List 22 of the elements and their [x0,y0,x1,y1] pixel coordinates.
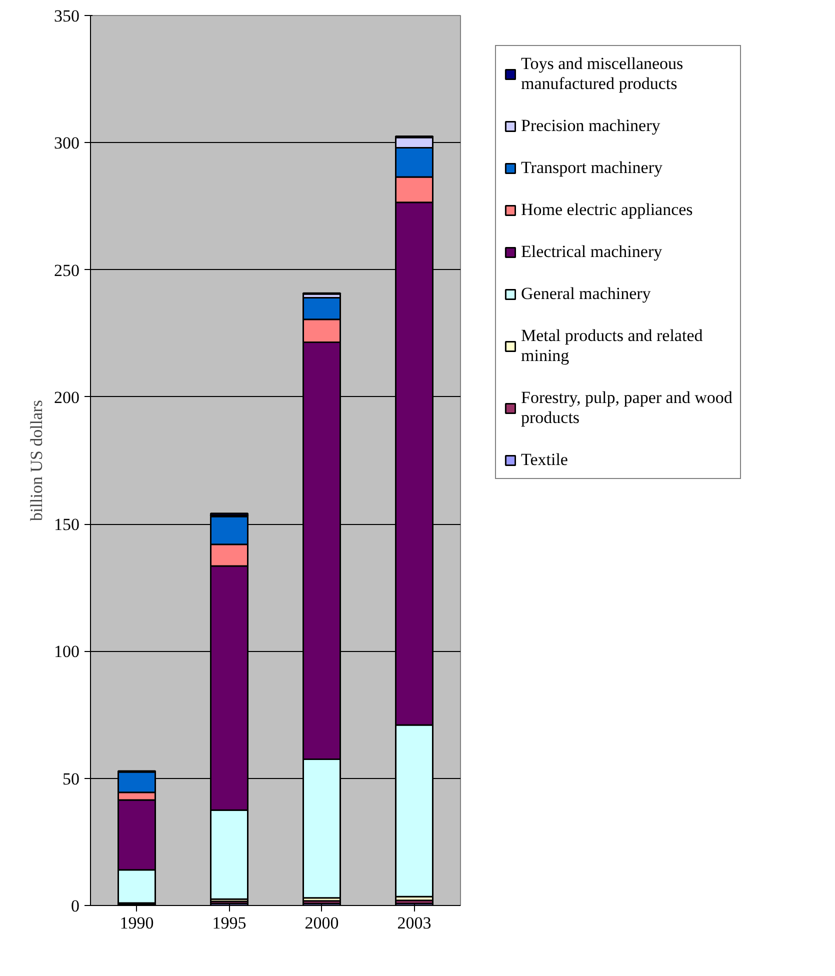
y-tick-label: 150 [54,515,80,534]
x-tick-label: 2003 [397,914,432,932]
legend-label: Precision machinery [521,116,660,136]
legend-label: Transport machinery [521,158,662,178]
legend-label: Forestry, pulp, paper and wood products [521,388,732,428]
x-tick-label: 2000 [304,914,339,932]
y-tick-label: 250 [54,260,80,280]
y-tick-label: 100 [54,642,80,662]
y-tick-label: 0 [71,896,80,916]
legend-label: Electrical machinery [521,242,662,262]
y-tick-label: 50 [62,769,80,788]
y-tick-label: 200 [54,388,80,407]
y-axis-title: billion US dollars [27,400,46,521]
legend-label: Textile [521,450,568,470]
legend-label: General machinery [521,284,651,304]
y-tick-label: 350 [54,6,80,26]
x-tick-label: 1995 [212,914,246,932]
x-tick-label: 1990 [120,914,154,932]
y-tick-label: 300 [54,134,80,153]
legend-label: Metal products and related mining [521,326,703,366]
legend-label: Home electric appliances [521,200,693,220]
legend-label: Toys and miscellaneous manufactured products [521,54,684,94]
